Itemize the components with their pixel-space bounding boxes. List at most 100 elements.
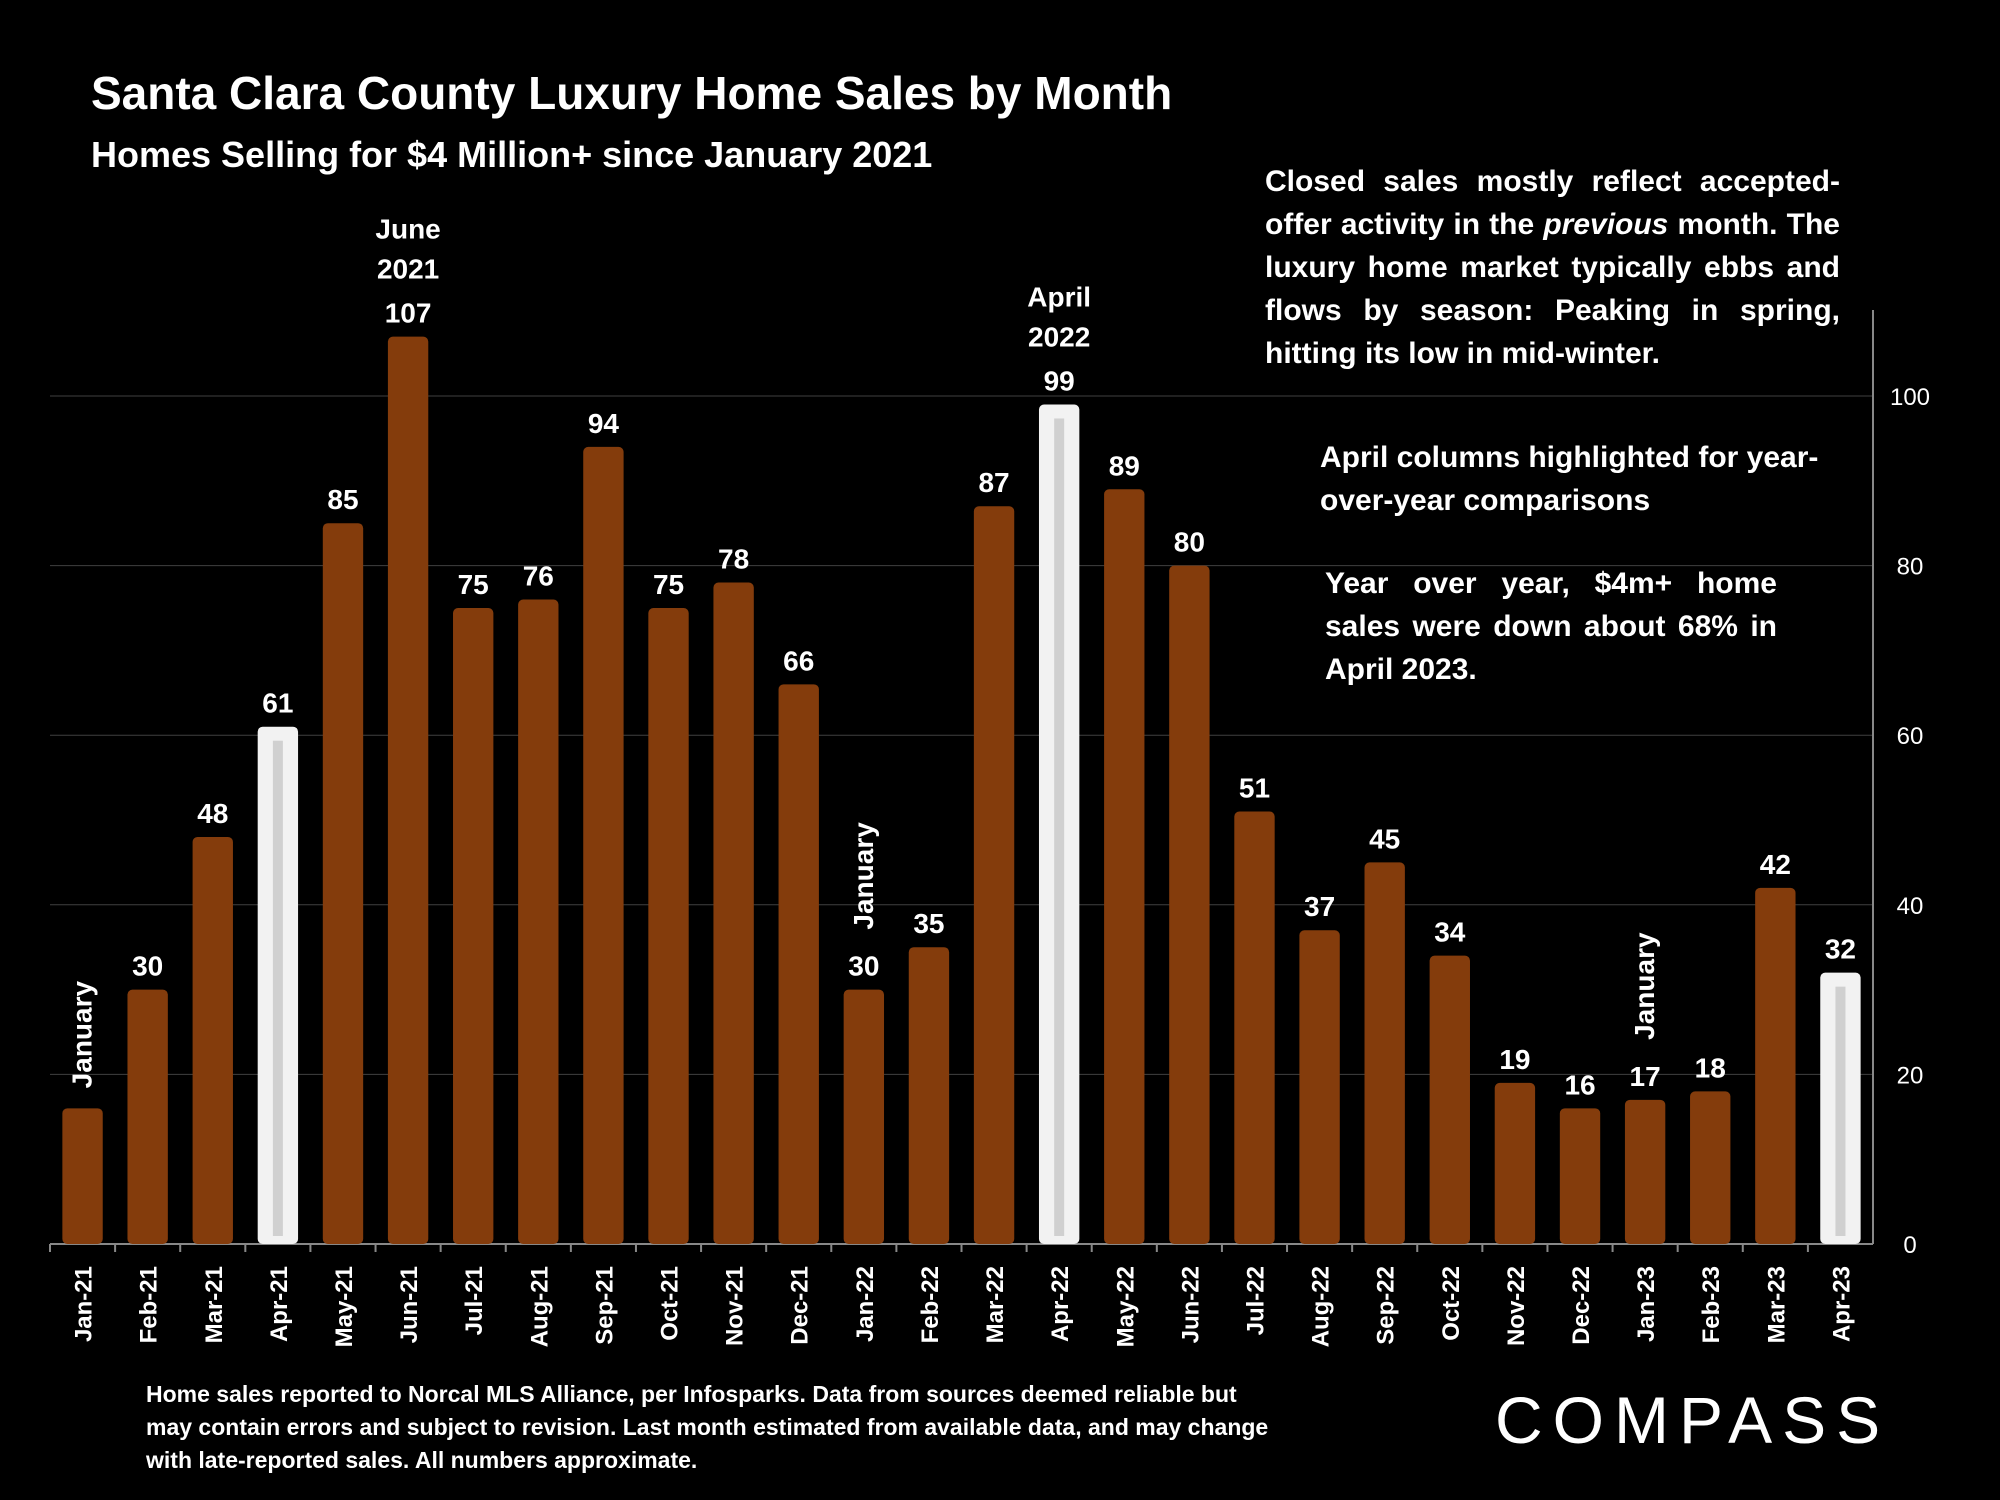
bar	[387, 336, 429, 1244]
value-label: 85	[327, 484, 358, 515]
bar	[1559, 1108, 1601, 1244]
x-tick-label: Jul-22	[1242, 1266, 1269, 1335]
x-tick-label: Sep-22	[1373, 1266, 1400, 1345]
bar	[1755, 887, 1796, 1244]
value-label: 94	[588, 408, 620, 439]
peak-annotation-line: 2022	[1028, 321, 1090, 352]
value-label: 61	[262, 688, 293, 719]
value-label: 16	[1564, 1069, 1595, 1100]
x-tick-label: Jan-21	[71, 1266, 98, 1342]
chart-title: Santa Clara County Luxury Home Sales by …	[91, 67, 1173, 119]
bar	[127, 989, 168, 1244]
april-highlight-note: April columns highlighted for year-over-…	[1320, 441, 1819, 517]
peak-annotation-line: April	[1027, 281, 1091, 312]
bar	[1690, 1091, 1731, 1244]
value-label: 78	[718, 544, 749, 575]
bar	[62, 1108, 103, 1244]
value-label: 89	[1109, 450, 1140, 481]
value-label: 48	[197, 798, 228, 829]
x-tick-label: Oct-22	[1438, 1266, 1465, 1341]
value-label: 99	[1044, 365, 1075, 396]
x-tick-label: Oct-21	[657, 1266, 684, 1341]
x-tick-label: May-22	[1112, 1266, 1139, 1347]
bar	[1234, 811, 1275, 1244]
bar	[1429, 955, 1470, 1244]
bar	[1494, 1082, 1536, 1244]
value-label: 51	[1239, 773, 1270, 804]
seasonality-note-part-2: month. The luxury home market typically …	[1265, 208, 1840, 370]
x-tick-label: Apr-23	[1828, 1266, 1855, 1342]
value-label: 45	[1369, 823, 1400, 854]
value-label: 30	[132, 951, 163, 982]
bar	[192, 836, 233, 1244]
y-tick-label: 20	[1897, 1062, 1924, 1089]
bar	[1624, 1099, 1666, 1244]
bar	[583, 446, 624, 1244]
x-tick-label: Aug-22	[1308, 1266, 1335, 1347]
bar	[1169, 565, 1210, 1244]
x-tick-label: Mar-23	[1763, 1266, 1790, 1343]
value-label: 107	[385, 298, 432, 329]
y-tick-label: 0	[1903, 1232, 1916, 1259]
value-label: 17	[1630, 1061, 1661, 1092]
seasonality-note: Closed sales mostly reflect accepted-off…	[1265, 160, 1840, 375]
y-tick-label: 80	[1897, 554, 1924, 581]
value-label: 75	[458, 569, 489, 600]
x-tick-label: Feb-22	[917, 1266, 944, 1343]
bar	[1299, 930, 1340, 1244]
x-tick-label: Jan-22	[852, 1266, 879, 1342]
x-tick-label: Mar-21	[201, 1266, 228, 1343]
seasonality-note-emphasis: previous	[1543, 208, 1669, 241]
x-tick-label: Feb-23	[1698, 1266, 1725, 1343]
x-tick-label: May-21	[331, 1266, 358, 1347]
x-tick-label: Apr-22	[1047, 1266, 1074, 1342]
x-tick-label: Jul-21	[461, 1266, 488, 1335]
x-tick-label: Jan-23	[1633, 1266, 1660, 1342]
value-label: 80	[1174, 527, 1205, 558]
value-label: 66	[783, 645, 814, 676]
bar	[453, 608, 494, 1244]
january-annotation: January	[67, 980, 98, 1088]
x-tick-label: Nov-21	[722, 1266, 749, 1346]
y-tick-label: 100	[1890, 384, 1930, 411]
x-tick-label: Apr-21	[266, 1266, 293, 1342]
bar	[1104, 489, 1145, 1244]
x-tick-label: Aug-21	[526, 1266, 553, 1347]
x-tick-label: Feb-21	[136, 1266, 163, 1343]
bar-highlight-stripe	[272, 740, 283, 1236]
value-label: 32	[1825, 934, 1856, 965]
year-over-year-note: Year over year, $4m+ home sales were dow…	[1325, 567, 1777, 686]
x-tick-label: Sep-21	[591, 1266, 618, 1345]
bar	[1364, 862, 1405, 1244]
seasonality-note-part-1: Closed sales mostly reflect accepted-off…	[1265, 165, 1840, 241]
value-label: 87	[978, 467, 1009, 498]
source-footnote: Home sales reported to Norcal MLS Allian…	[146, 1381, 1269, 1473]
bar	[843, 989, 885, 1244]
x-tick-label: Mar-22	[982, 1266, 1009, 1343]
x-tick-label: Dec-21	[787, 1266, 814, 1345]
bar-highlight-stripe	[1835, 986, 1846, 1236]
bar	[322, 523, 364, 1244]
x-tick-label: Jun-21	[396, 1266, 423, 1343]
bar	[713, 582, 754, 1244]
bar	[973, 506, 1015, 1244]
value-label: 19	[1499, 1044, 1530, 1075]
chart-subtitle: Homes Selling for $4 Million+ since Janu…	[91, 134, 933, 175]
y-tick-label: 60	[1897, 723, 1924, 750]
value-label: 18	[1695, 1052, 1726, 1083]
x-tick-label: Dec-22	[1568, 1266, 1595, 1345]
bar	[908, 947, 950, 1244]
peak-annotation-line: 2021	[377, 254, 439, 285]
bar	[778, 684, 819, 1244]
value-label: 34	[1434, 917, 1466, 948]
bar-highlight-stripe	[1054, 418, 1065, 1237]
value-label: 37	[1304, 891, 1335, 922]
value-label: 76	[523, 561, 554, 592]
peak-annotation-line: June	[375, 214, 440, 245]
january-annotation: January	[1629, 932, 1660, 1040]
value-label: 75	[653, 569, 684, 600]
value-label: 30	[848, 951, 879, 982]
x-tick-label: Jun-22	[1177, 1266, 1204, 1343]
value-label: 42	[1760, 849, 1791, 880]
